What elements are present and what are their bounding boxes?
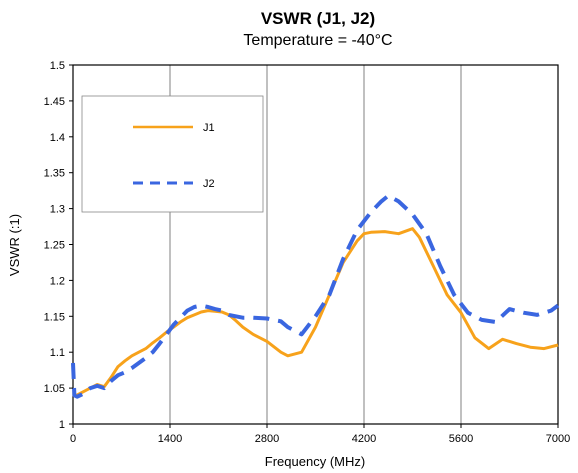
series-layer: [71, 193, 560, 399]
y-tick-label: 1: [59, 419, 65, 431]
y-tick-label: 1.25: [44, 240, 65, 252]
x-axis-label: Frequency (MHz): [265, 454, 365, 469]
x-tick-label: 0: [70, 433, 76, 445]
series-line-j1: [73, 227, 559, 397]
grid: [169, 65, 462, 424]
x-tick-label: 2800: [255, 433, 279, 445]
x-tick-label: 4200: [352, 433, 376, 445]
chart-subtitle: Temperature = -40°C: [243, 32, 392, 49]
series-line-j2: [71, 193, 560, 399]
legend-label-j1: J1: [203, 122, 215, 134]
y-tick-label: 1.2: [50, 275, 65, 287]
tick-labels: 0 1400 2800 4200 5600 7000 1 1.05 1.1 1.15 1.2 1.25…: [44, 60, 571, 445]
y-tick-label: 1.3: [50, 204, 65, 216]
y-tick-label: 1.4: [50, 132, 65, 144]
y-tick-label: 1.15: [44, 311, 65, 323]
legend-box: [81, 95, 264, 213]
y-tick-label: 1.45: [44, 96, 65, 108]
y-tick-label: 1.1: [50, 347, 65, 359]
legend-label-j2: J2: [203, 178, 215, 190]
y-tick-label: 1.5: [50, 60, 65, 72]
y-tick-label: 1.35: [44, 168, 65, 180]
x-tick-label: 1400: [158, 433, 182, 445]
y-axis-label: VSWR (:1): [7, 214, 22, 276]
x-tick-label: 7000: [546, 433, 570, 445]
y-tick-label: 1.05: [44, 383, 65, 395]
x-tick-label: 5600: [449, 433, 473, 445]
chart-title: VSWR (J1, J2): [261, 9, 375, 28]
legend: J1 J2: [81, 95, 264, 213]
